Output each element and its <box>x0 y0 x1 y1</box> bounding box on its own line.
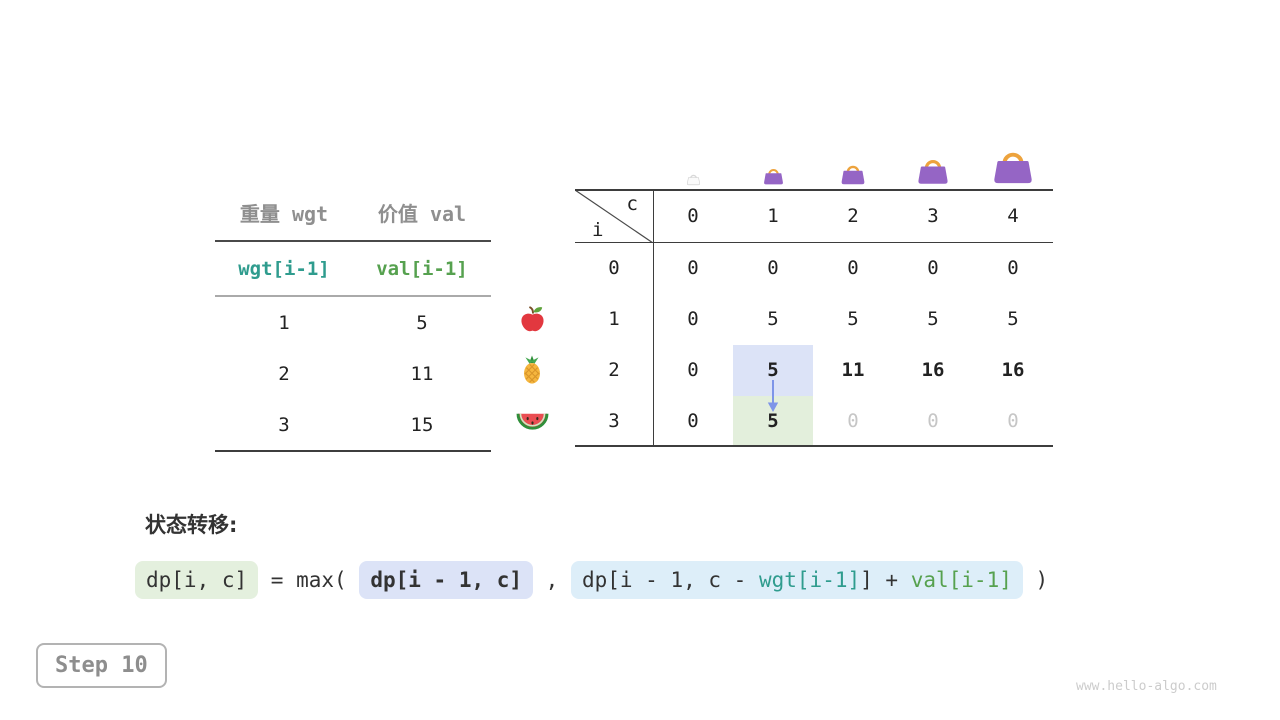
watermelon-icon <box>514 406 550 440</box>
dp-cell: 0 <box>1007 410 1019 432</box>
formula-token: dp[i - 1, c - wgt[i-1]] + val[i-1] <box>570 561 1023 599</box>
dp-cell: 16 <box>921 359 945 381</box>
corner-row-var: i <box>592 219 604 241</box>
dp-cell: 11 <box>841 359 865 381</box>
item-weight-value: 1 <box>278 311 290 334</box>
step-badge: Step 10 <box>36 643 167 688</box>
corner-diagonal-line <box>575 190 653 243</box>
item-row: 2 11 <box>215 348 491 399</box>
dp-cell: 5 <box>1007 308 1019 330</box>
formula-part: wgt[i-1] <box>758 568 861 592</box>
formula-token: dp[i - 1, c] <box>359 561 534 599</box>
dp-cell: 0 <box>687 308 699 330</box>
bag-icon <box>839 161 867 186</box>
value-header: 价值 val <box>377 201 467 226</box>
item-value-value: 11 <box>410 362 434 385</box>
dp-col-header: 0 <box>687 205 699 227</box>
dp-cell: 0 <box>687 410 699 432</box>
dp-cell: 0 <box>847 410 859 432</box>
dp-vertical-line <box>653 189 654 447</box>
item-table-var-row: wgt[i-1] val[i-1] <box>215 242 491 297</box>
dp-cell: 0 <box>767 257 779 279</box>
weight-header: 重量 wgt <box>239 201 329 226</box>
transition-label: 状态转移: <box>145 513 238 537</box>
item-table-header: 重量 wgt 价值 val <box>215 184 491 242</box>
formula-part: ] + <box>860 568 911 592</box>
bag-icon <box>915 154 951 186</box>
dp-col-header: 3 <box>927 205 939 227</box>
dp-col-header: 1 <box>767 205 779 227</box>
item-table-rows: 1 5 2 11 3 15 <box>215 297 491 452</box>
dp-row-header: 3 <box>608 410 620 432</box>
formula-part: val[i-1] <box>910 568 1012 592</box>
item-value-value: 15 <box>410 413 434 436</box>
dp-col-header: 4 <box>1007 205 1019 227</box>
dp-corner-cell: c i <box>575 190 653 243</box>
wgt-var-label: wgt[i-1] <box>238 257 330 280</box>
dp-row-header: 1 <box>608 308 620 330</box>
dp-row-header: 0 <box>608 257 620 279</box>
apple-icon <box>514 304 550 338</box>
bag-icon <box>762 165 785 186</box>
formula-row: dp[i, c] = max( dp[i - 1, c] , dp[i - 1,… <box>135 561 1048 599</box>
dp-cell: 0 <box>927 257 939 279</box>
dp-cell: 16 <box>1001 359 1025 381</box>
formula-token: ) <box>1022 568 1049 592</box>
dp-cell: 5 <box>927 308 939 330</box>
dp-top-line <box>575 189 1053 191</box>
item-weight-value: 2 <box>278 362 290 385</box>
formula-token: , <box>533 568 571 592</box>
empty-bag-icon <box>686 172 701 186</box>
bag-icon <box>990 145 1036 186</box>
dp-cell: 0 <box>687 359 699 381</box>
item-value-value: 5 <box>416 311 428 334</box>
dp-cell: 0 <box>927 410 939 432</box>
item-weight-value: 3 <box>278 413 290 436</box>
corner-col-var: c <box>626 193 638 215</box>
item-row: 3 15 <box>215 399 491 450</box>
dp-cell: 0 <box>847 257 859 279</box>
pineapple-icon <box>514 355 550 389</box>
formula-token: dp[i, c] <box>135 561 259 599</box>
fruit-column <box>514 0 550 500</box>
dp-cell: 0 <box>1007 257 1019 279</box>
val-var-label: val[i-1] <box>376 257 468 280</box>
dp-cell: 0 <box>687 257 699 279</box>
transition-arrow-icon <box>767 380 779 412</box>
dp-cell: 5 <box>767 308 779 330</box>
formula-token: = max( <box>258 568 360 592</box>
dp-header-line <box>575 242 1053 243</box>
item-table: 重量 wgt 价值 val wgt[i-1] val[i-1] 1 5 2 11 3 15 <box>215 184 491 452</box>
dp-col-header: 2 <box>847 205 859 227</box>
watermark: www.hello-algo.com <box>1076 679 1217 694</box>
dp-cell: 5 <box>847 308 859 330</box>
formula-part: dp[i - 1, c - <box>581 568 759 592</box>
dp-row-header: 2 <box>608 359 620 381</box>
dp-bottom-line <box>575 445 1053 447</box>
